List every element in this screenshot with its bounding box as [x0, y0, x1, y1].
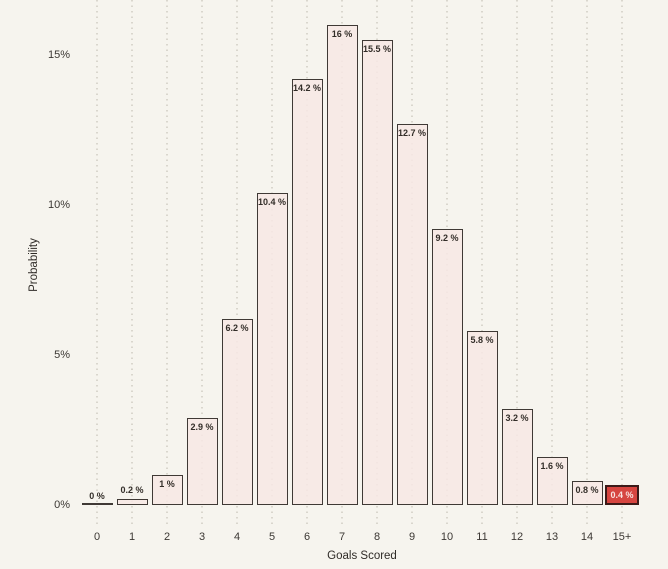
x-tick-label-15+: 15+: [612, 531, 632, 543]
gridline: [621, 0, 623, 525]
bar-value-label: 16 %: [331, 29, 353, 39]
bar-value-label: 9.2 %: [435, 233, 459, 243]
gridline: [96, 0, 98, 525]
highlight-value-badge: 0.4 %: [605, 485, 639, 505]
bar-5[interactable]: [256, 193, 288, 505]
gridline: [586, 0, 588, 525]
bar-10[interactable]: [431, 229, 463, 505]
x-tick-label-0: 0: [93, 531, 101, 543]
y-tick-label: 15%: [47, 49, 70, 61]
bar-0[interactable]: [81, 503, 113, 505]
x-tick-label-13: 13: [545, 531, 559, 543]
bar-3[interactable]: [186, 418, 218, 505]
x-tick-label-10: 10: [440, 531, 454, 543]
bar-2[interactable]: [151, 475, 183, 505]
y-tick-label: 0%: [54, 499, 70, 511]
bar-value-label: 14.2 %: [292, 83, 322, 93]
bar-value-label: 12.7 %: [397, 128, 427, 138]
x-tick-label-3: 3: [198, 531, 206, 543]
gridline: [131, 0, 133, 525]
x-tick-label-4: 4: [233, 531, 241, 543]
bar-value-label: 1 %: [159, 479, 175, 489]
x-tick-label-1: 1: [128, 531, 136, 543]
bar-value-label: 0 %: [89, 491, 105, 501]
x-axis-title: Goals Scored: [327, 550, 397, 562]
bar-1[interactable]: [116, 499, 148, 505]
y-tick-label: 5%: [54, 349, 70, 361]
bar-value-label: 3.2 %: [505, 413, 529, 423]
x-tick-label-5: 5: [268, 531, 276, 543]
x-tick-label-14: 14: [580, 531, 594, 543]
y-tick-label: 10%: [47, 199, 70, 211]
gridline: [166, 0, 168, 525]
bar-4[interactable]: [221, 319, 253, 505]
bar-value-label: 6.2 %: [225, 323, 249, 333]
gridline: [201, 0, 203, 525]
gridline: [551, 0, 553, 525]
bar-value-label: 2.9 %: [190, 422, 214, 432]
gridline: [516, 0, 518, 525]
bar-13[interactable]: [536, 457, 568, 505]
x-tick-label-11: 11: [476, 531, 488, 543]
bar-14[interactable]: [571, 481, 603, 505]
x-tick-label-7: 7: [338, 531, 346, 543]
bar-value-label: 10.4 %: [257, 197, 287, 207]
bar-8[interactable]: [361, 40, 393, 505]
bar-value-label: 1.6 %: [540, 461, 564, 471]
gridline: [481, 0, 483, 525]
bar-12[interactable]: [501, 409, 533, 505]
x-tick-label-9: 9: [408, 531, 416, 543]
bar-value-label: 5.8 %: [470, 335, 494, 345]
bar-6[interactable]: [291, 79, 323, 505]
x-tick-label-6: 6: [303, 531, 311, 543]
bar-11[interactable]: [466, 331, 498, 505]
bar-7[interactable]: [326, 25, 358, 505]
bar-9[interactable]: [396, 124, 428, 505]
bar-value-label: 15.5 %: [362, 44, 392, 54]
x-tick-label-12: 12: [510, 531, 524, 543]
x-tick-label-8: 8: [373, 531, 381, 543]
x-tick-label-2: 2: [163, 531, 171, 543]
gridline: [236, 0, 238, 525]
bar-value-label: 0.8 %: [575, 485, 599, 495]
bar-value-label: 0.2 %: [120, 485, 144, 495]
